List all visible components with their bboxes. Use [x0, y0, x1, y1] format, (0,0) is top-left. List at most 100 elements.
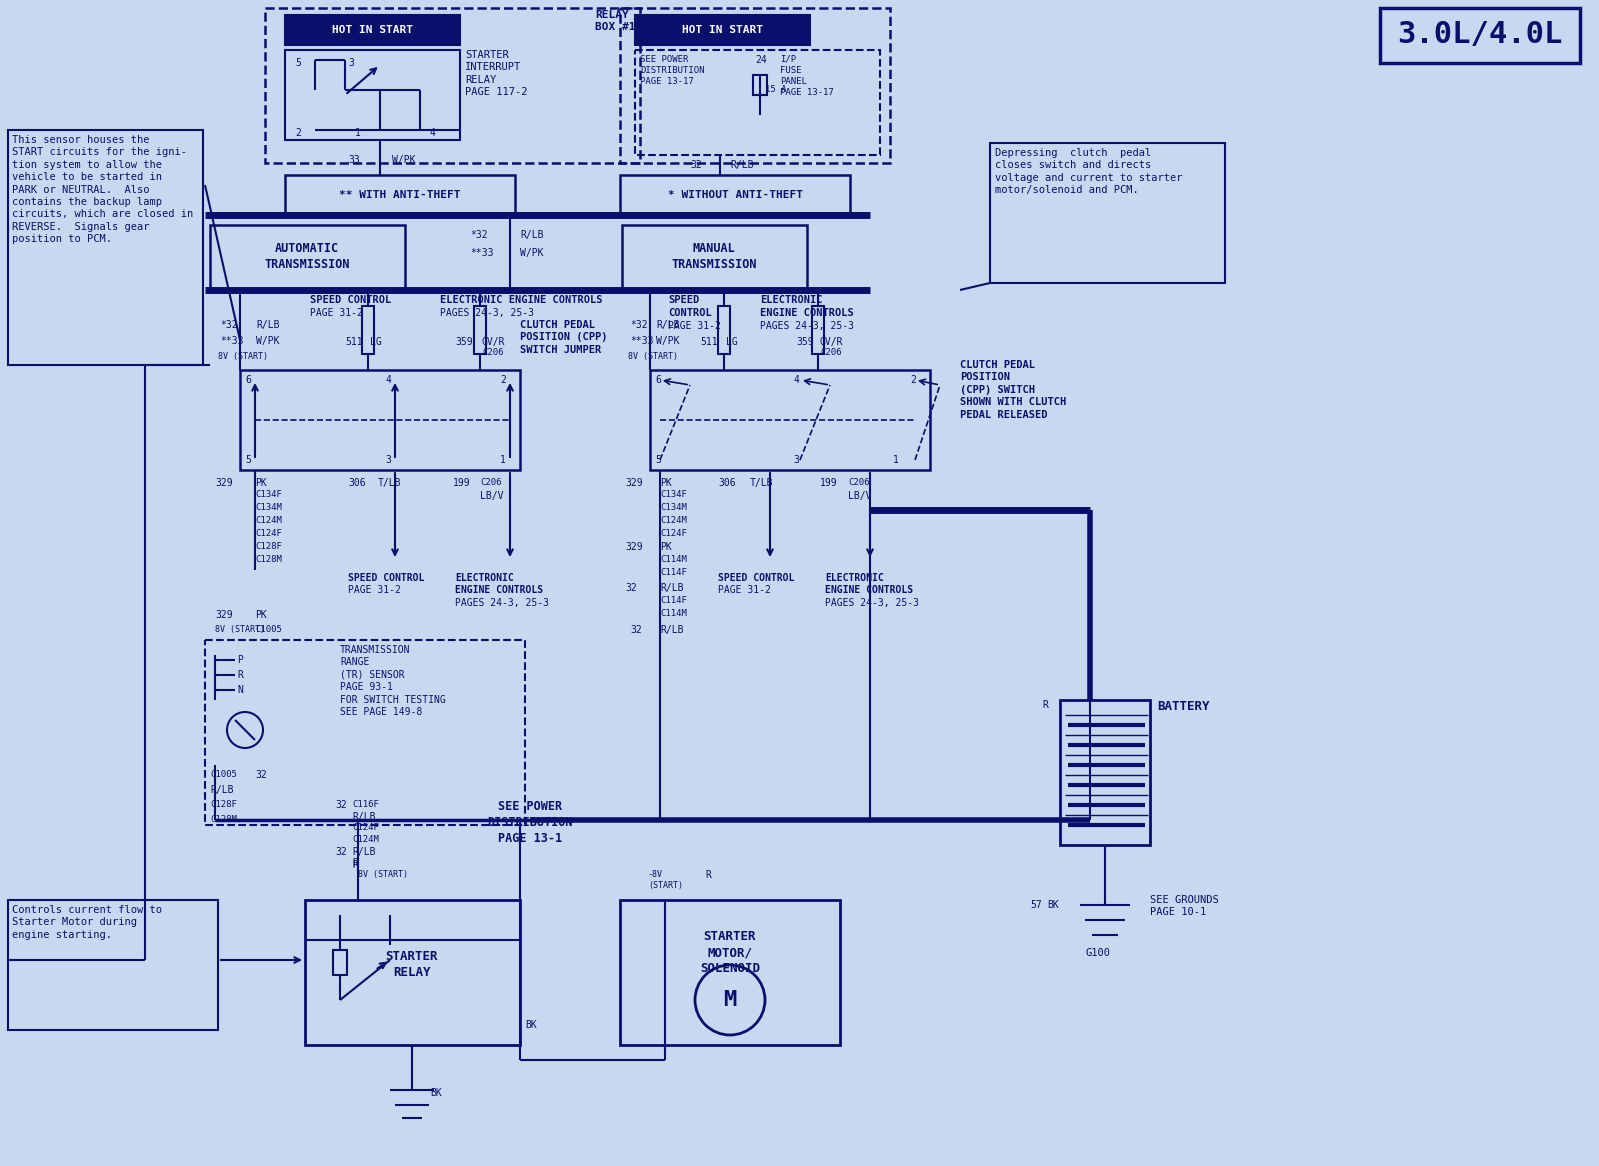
- Text: 199: 199: [820, 478, 838, 489]
- Text: 511: 511: [700, 337, 718, 347]
- Text: This sensor houses the
START circuits for the igni-
tion system to allow the
veh: This sensor houses the START circuits fo…: [13, 135, 193, 244]
- Text: ENGINE CONTROLS: ENGINE CONTROLS: [825, 585, 913, 595]
- Text: * WITHOUT ANTI-THEFT: * WITHOUT ANTI-THEFT: [667, 190, 803, 201]
- Text: STARTER
MOTOR/
SOLENOID: STARTER MOTOR/ SOLENOID: [700, 930, 760, 975]
- Bar: [8, 900, 217, 1030]
- Text: PK: PK: [660, 542, 672, 552]
- Bar: [635, 15, 811, 45]
- Text: 6: 6: [245, 375, 251, 385]
- Text: PAGE 31-2: PAGE 31-2: [310, 308, 363, 318]
- Bar: [620, 900, 839, 1045]
- Text: 15 A: 15 A: [764, 85, 787, 94]
- Text: 3.0L/4.0L: 3.0L/4.0L: [1398, 21, 1562, 49]
- Text: R/LB: R/LB: [256, 319, 280, 330]
- Bar: [718, 305, 731, 354]
- Text: 1: 1: [500, 455, 505, 465]
- Bar: [285, 15, 461, 45]
- Text: LB/V: LB/V: [480, 491, 504, 501]
- Text: C116F: C116F: [352, 800, 379, 809]
- Text: *32: *32: [470, 230, 488, 240]
- Bar: [812, 305, 823, 354]
- Text: CLUTCH PEDAL
POSITION
(CPP) SWITCH
SHOWN WITH CLUTCH
PEDAL RELEASED: CLUTCH PEDAL POSITION (CPP) SWITCH SHOWN…: [959, 360, 1067, 420]
- Text: W/PK: W/PK: [392, 155, 416, 166]
- Text: C124F: C124F: [660, 529, 688, 538]
- Text: PK: PK: [254, 478, 267, 489]
- Text: 32: 32: [336, 847, 347, 857]
- Text: ENGINE CONTROLS: ENGINE CONTROLS: [456, 585, 544, 595]
- Text: SEE POWER
DISTRIBUTION
PAGE 13-1: SEE POWER DISTRIBUTION PAGE 13-1: [488, 800, 572, 845]
- Text: 32: 32: [625, 583, 636, 593]
- Bar: [622, 225, 807, 290]
- Text: 359: 359: [456, 337, 473, 347]
- Text: W/PK: W/PK: [656, 336, 680, 346]
- Text: PAGE 31-2: PAGE 31-2: [668, 321, 721, 331]
- Text: ENGINE CONTROLS: ENGINE CONTROLS: [760, 308, 854, 318]
- Text: BK: BK: [430, 1088, 441, 1098]
- Text: 8V (START): 8V (START): [358, 870, 408, 879]
- Bar: [635, 50, 879, 155]
- Text: C124F: C124F: [352, 823, 379, 833]
- Text: SPEED CONTROL: SPEED CONTROL: [310, 295, 392, 305]
- Text: C128F: C128F: [254, 542, 281, 552]
- Text: C134M: C134M: [660, 503, 688, 512]
- Text: 1: 1: [355, 128, 361, 138]
- Text: I/P
FUSE
PANEL
PAGE 13-17: I/P FUSE PANEL PAGE 13-17: [780, 55, 833, 97]
- Text: C128M: C128M: [254, 555, 281, 564]
- Text: *32: *32: [630, 319, 648, 330]
- Text: C134M: C134M: [254, 503, 281, 512]
- Text: HOT IN START: HOT IN START: [681, 24, 763, 35]
- Text: *32: *32: [221, 319, 238, 330]
- Text: C128F: C128F: [209, 800, 237, 809]
- Bar: [620, 8, 891, 163]
- Text: PAGES 24-3, 25-3: PAGES 24-3, 25-3: [440, 308, 534, 318]
- Text: 32: 32: [336, 800, 347, 810]
- Text: 5: 5: [245, 455, 251, 465]
- Bar: [205, 640, 524, 826]
- Text: 329: 329: [625, 542, 643, 552]
- Bar: [1060, 700, 1150, 845]
- Text: 511: 511: [345, 337, 363, 347]
- Text: C134F: C134F: [254, 490, 281, 499]
- Text: ELECTRONIC: ELECTRONIC: [456, 573, 513, 583]
- Text: 32: 32: [630, 625, 641, 635]
- Text: Depressing  clutch  pedal
closes switch and directs
voltage and current to start: Depressing clutch pedal closes switch an…: [995, 148, 1183, 195]
- Bar: [651, 370, 931, 470]
- Text: 3: 3: [385, 455, 390, 465]
- Text: C134F: C134F: [660, 490, 688, 499]
- Text: 2: 2: [500, 375, 505, 385]
- Text: **33: **33: [470, 248, 494, 258]
- Text: BK: BK: [1047, 900, 1059, 909]
- Text: SEE GROUNDS
PAGE 10-1: SEE GROUNDS PAGE 10-1: [1150, 895, 1218, 918]
- Text: C206: C206: [481, 347, 504, 357]
- Bar: [1380, 8, 1580, 63]
- Bar: [209, 225, 405, 290]
- Text: C124F: C124F: [254, 529, 281, 538]
- Text: GV/R: GV/R: [820, 337, 844, 347]
- Text: 57: 57: [1030, 900, 1043, 909]
- Text: 306: 306: [718, 478, 736, 489]
- Text: SPEED CONTROL: SPEED CONTROL: [349, 573, 424, 583]
- Text: TRANSMISSION
RANGE
(TR) SENSOR
PAGE 93-1
FOR SWITCH TESTING
SEE PAGE 149-8: TRANSMISSION RANGE (TR) SENSOR PAGE 93-1…: [341, 645, 446, 717]
- Text: 8V (START): 8V (START): [628, 352, 678, 361]
- Text: R/LB: R/LB: [660, 583, 683, 593]
- Text: 329: 329: [214, 478, 232, 489]
- Bar: [240, 370, 520, 470]
- Text: STARTER
RELAY: STARTER RELAY: [385, 950, 438, 979]
- Text: R/LB: R/LB: [352, 847, 376, 857]
- Text: 6: 6: [656, 375, 660, 385]
- Text: W/PK: W/PK: [256, 336, 280, 346]
- Text: 2: 2: [294, 128, 301, 138]
- Text: LG: LG: [726, 337, 737, 347]
- Text: SPEED: SPEED: [668, 295, 699, 305]
- Text: 32: 32: [691, 160, 702, 170]
- Text: R/LB: R/LB: [352, 812, 376, 822]
- Bar: [473, 305, 486, 354]
- Text: G100: G100: [1086, 948, 1110, 958]
- Text: C206: C206: [480, 478, 502, 487]
- Text: R: R: [352, 858, 358, 868]
- Text: SPEED CONTROL: SPEED CONTROL: [718, 573, 795, 583]
- Text: Controls current flow to
Starter Motor during
engine starting.: Controls current flow to Starter Motor d…: [13, 905, 161, 940]
- Text: R/LB: R/LB: [520, 230, 544, 240]
- Text: R/LB: R/LB: [660, 625, 683, 635]
- Text: R: R: [1043, 700, 1047, 710]
